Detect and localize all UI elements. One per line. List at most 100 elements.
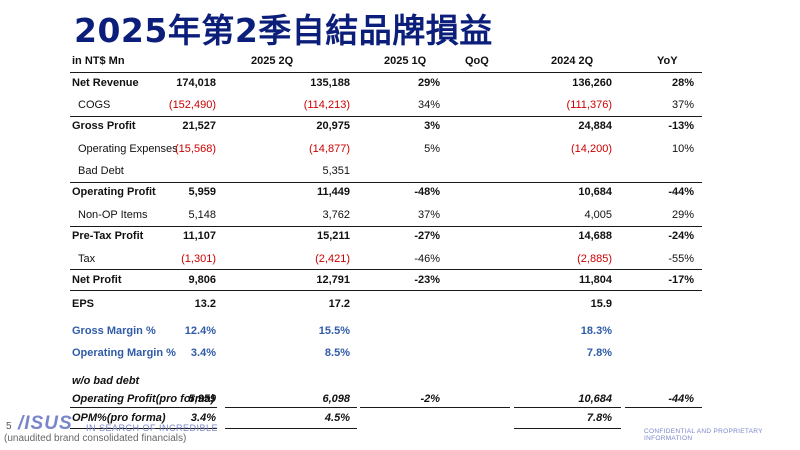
cell-yoy: -44% (668, 186, 694, 199)
cell-yoy: -17% (668, 274, 694, 286)
table-row-cogs: COGS (152,490) (114,213) 34% (111,376) 3… (70, 95, 702, 117)
cell-2025-2q: 11,107 (182, 230, 216, 242)
table-row-eps: EPS 13.2 17.2 15.9 (70, 294, 702, 316)
cell-2025-2q: 21,527 (182, 120, 216, 133)
cell-yoy: -44% (668, 393, 694, 405)
row-label: Tax (78, 252, 96, 265)
cell-qoq: 5% (424, 143, 440, 155)
cell-2025-2q: 13.2 (194, 298, 216, 310)
row-divider (70, 226, 702, 227)
table-row-operating-profit: Operating Profit 5,959 11,449 -48% 10,68… (70, 182, 702, 204)
cell-qoq: -48% (414, 186, 440, 199)
pro-forma-divider (514, 407, 621, 408)
row-label: Operating Profit (72, 186, 156, 199)
cell-2025-1q: 11,449 (316, 186, 350, 199)
table-row-non-op-items: Non-OP Items 5,148 3,762 37% 4,005 29% (70, 205, 702, 227)
row-divider (70, 182, 702, 183)
row-label: Non-OP Items (78, 208, 148, 221)
cell-2025-2q: 3.4% (190, 347, 216, 359)
cell-2024-2q: 7.8% (586, 412, 612, 424)
section-label: w/o bad debt (72, 375, 140, 387)
row-label: EPS (72, 298, 95, 310)
table-row-gross-margin: Gross Margin % 12.4% 15.5% 18.3% (70, 321, 702, 343)
row-divider (70, 116, 702, 117)
page-title: 2025年第2季自結品牌損益 (74, 11, 493, 50)
header-2025-1q: 2025 1Q (384, 55, 427, 67)
cell-2024-2q: (14,200) (571, 143, 612, 155)
asus-logo: /ISUS (18, 413, 73, 434)
table-row-tax: Tax (1,301) (2,421) -46% (2,885) -55% (70, 249, 702, 271)
cell-2024-2q: 7.8% (586, 347, 612, 359)
bottom-divider (70, 428, 217, 429)
cell-2025-2q: 5,959 (188, 186, 216, 199)
cell-2024-2q: 136,260 (572, 77, 612, 89)
pro-forma-divider (360, 407, 510, 408)
table-row-op-profit-pro-forma: Operating Profit(pro forma) 5,959 6,098 … (70, 389, 702, 411)
header-2025-2q: 2025 2Q (251, 55, 294, 67)
table-row-wo-bad-debt: w/o bad debt (70, 371, 702, 393)
cell-qoq: -46% (414, 252, 440, 265)
row-label: Bad Debt (78, 164, 124, 177)
cell-qoq: 3% (424, 120, 440, 133)
row-label: Operating Profit(pro forma) (72, 393, 215, 405)
cell-2025-1q: 17.2 (328, 298, 350, 310)
cell-2024-2q: (2,885) (577, 252, 612, 265)
cell-yoy: -13% (668, 120, 694, 133)
page-number: 5 (6, 421, 12, 432)
pro-forma-divider (625, 407, 702, 408)
cell-2025-1q: 5,351 (322, 164, 350, 177)
cell-qoq: -27% (414, 230, 440, 242)
table-row-operating-margin: Operating Margin % 3.4% 8.5% 7.8% (70, 343, 702, 365)
cell-qoq: -23% (414, 274, 440, 286)
cell-2025-1q: 135,188 (310, 77, 350, 89)
cell-2024-2q: 24,884 (578, 120, 612, 133)
row-label: COGS (78, 98, 111, 111)
row-divider (70, 269, 702, 270)
row-label: Operating Expenses (78, 143, 178, 155)
header-qoq: QoQ (465, 55, 489, 67)
cell-2025-1q: 8.5% (324, 347, 350, 359)
cell-2025-2q: (1,301) (181, 252, 216, 265)
cell-yoy: -24% (668, 230, 694, 242)
cell-qoq: -2% (420, 393, 440, 405)
confidential-notice: CONFIDENTIAL AND PROPRIETARY INFORMATION (644, 428, 763, 442)
table-header: in NT$ Mn 2025 2Q 2025 1Q QoQ 2024 2Q Yo… (70, 51, 702, 73)
bottom-divider (225, 428, 357, 429)
cell-2025-1q: 6,098 (322, 393, 350, 405)
cell-2025-1q: 15,211 (316, 230, 350, 242)
cell-2024-2q: 10,684 (578, 186, 612, 199)
table-row-net-profit: Net Profit 9,806 12,791 -23% 11,804 -17% (70, 270, 702, 292)
header-unit: in NT$ Mn (72, 55, 125, 67)
table-row-opm-pro-forma: OPM%(pro forma) 3.4% 4.5% 7.8% (70, 408, 702, 430)
cell-2024-2q: 10,684 (578, 393, 612, 405)
cell-qoq: 29% (417, 77, 440, 89)
cell-2024-2q: 18.3% (580, 325, 612, 337)
brand-tagline: IN SEARCH OF INCREDIBLE (86, 423, 219, 433)
cell-2025-2q: 5,959 (188, 393, 216, 405)
cell-2025-2q: (152,490) (168, 98, 216, 111)
cell-2025-2q: 12.4% (184, 325, 216, 337)
cell-2024-2q: (111,376) (566, 98, 612, 111)
cell-2025-1q: (114,213) (303, 98, 350, 111)
cell-2025-1q: 15.5% (318, 325, 350, 337)
cell-2024-2q: 11,804 (578, 274, 612, 286)
cell-2024-2q: 15.9 (590, 298, 612, 310)
cell-2025-1q: (14,877) (309, 143, 350, 155)
cell-2024-2q: 4,005 (584, 208, 612, 221)
row-divider (70, 290, 702, 291)
row-label: Pre-Tax Profit (72, 230, 144, 242)
header-2024-2q: 2024 2Q (551, 55, 594, 67)
cell-2025-1q: 4.5% (324, 412, 350, 424)
cell-2025-2q: 5,148 (188, 208, 216, 221)
cell-2025-2q: (15,568) (175, 143, 216, 155)
header-divider (70, 72, 702, 73)
row-label: Gross Margin % (72, 325, 156, 337)
pro-forma-divider (70, 407, 217, 408)
header-yoy: YoY (657, 55, 678, 67)
table-row-gross-profit: Gross Profit 21,527 20,975 3% 24,884 -13… (70, 116, 702, 138)
cell-2025-1q: 12,791 (316, 274, 350, 286)
cell-yoy: 29% (671, 208, 694, 221)
row-label: Operating Margin % (72, 347, 176, 359)
cell-2025-2q: 3.4% (190, 412, 216, 424)
cell-qoq: 37% (417, 208, 440, 221)
